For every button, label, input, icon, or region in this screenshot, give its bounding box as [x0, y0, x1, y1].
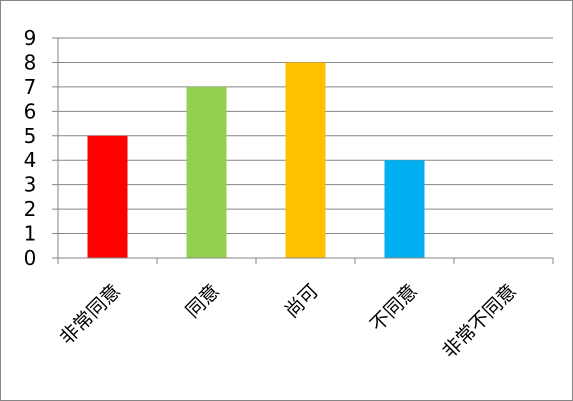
y-tick-label: 5: [24, 124, 37, 148]
axes: [52, 37, 554, 264]
y-tick-label: 2: [24, 197, 37, 221]
y-tick-label: 9: [24, 26, 37, 50]
y-tick-label: 6: [24, 99, 37, 123]
x-category-label: 不同意: [366, 280, 422, 336]
y-tick-label: 4: [24, 148, 37, 172]
x-category-label: 非常不同意: [438, 280, 521, 363]
y-tick-label: 1: [24, 222, 37, 246]
bar: [87, 135, 128, 258]
x-category-label: 非常同意: [56, 280, 125, 349]
bar: [285, 62, 326, 258]
y-tick-label: 7: [24, 75, 37, 99]
bar: [186, 86, 227, 258]
x-category-label: 同意: [182, 280, 224, 322]
bars: [87, 62, 425, 258]
x-category-label: 尚可: [281, 280, 323, 322]
y-tick-label: 0: [24, 246, 37, 270]
bar: [384, 160, 425, 258]
y-tick-label: 8: [24, 50, 37, 74]
y-tick-label: 3: [24, 173, 37, 197]
